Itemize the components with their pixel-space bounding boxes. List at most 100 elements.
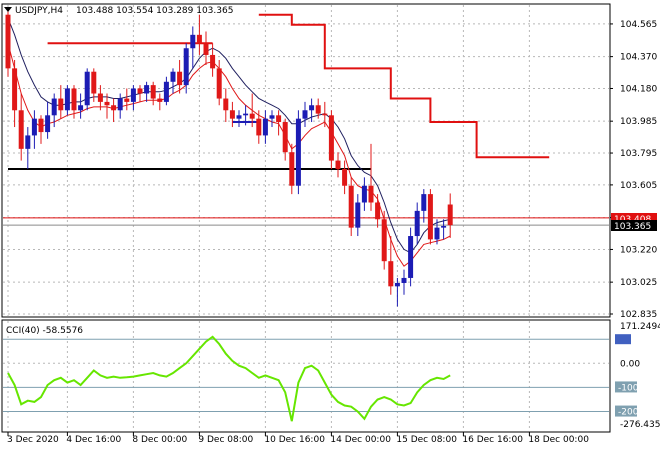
candle-body (335, 160, 341, 169)
candle (229, 101, 235, 128)
time-label: 18 Dec 00:00 (528, 435, 589, 445)
time-label: 15 Dec 08:00 (396, 435, 457, 445)
candle (38, 115, 44, 144)
time-label: 14 Dec 00:00 (330, 435, 391, 445)
candle (124, 88, 130, 111)
candle (64, 85, 70, 116)
candle-body (157, 98, 163, 102)
red-line-tag-bg (611, 213, 657, 224)
candle (401, 269, 407, 295)
candle (203, 31, 209, 66)
candle-body (150, 85, 156, 99)
cci-axis: 171.2494 0.00 -100 -200 -276.4357 (615, 322, 660, 430)
candle-body (144, 85, 150, 94)
candle (295, 110, 301, 195)
main-price-panel[interactable]: 104.565 104.370 104.180 103.985 103.795 103.6… (1, 3, 657, 320)
cci-label: -276.4357 (620, 420, 660, 430)
price-label: 104.565 (620, 20, 657, 30)
candle (355, 194, 361, 237)
candle (348, 177, 354, 237)
candle (18, 93, 24, 161)
time-label: 8 Dec 00:00 (132, 435, 187, 445)
candle-body (262, 118, 268, 136)
cci-label: -100 (618, 383, 639, 393)
candle (335, 152, 341, 178)
time-label: 16 Dec 16:00 (462, 435, 523, 445)
candle-body (31, 118, 37, 136)
price-label: 103.025 (620, 278, 657, 288)
cci-series (7, 335, 451, 422)
candle (111, 98, 117, 123)
candle-body (414, 210, 420, 237)
current-price-tag: 103.365 (614, 222, 651, 232)
candle (84, 68, 90, 111)
candle-body (421, 194, 427, 211)
candle-body (427, 194, 433, 240)
stop-line (47, 13, 550, 159)
candle (381, 210, 387, 270)
chart-ohlc: 103.488 103.554 103.289 103.365 (76, 6, 233, 16)
candle (262, 110, 268, 144)
price-axis: 104.565 104.370 104.180 103.985 103.795 103.6… (610, 20, 657, 320)
candle-body (111, 105, 117, 111)
time-label: 3 Dec 2020 (7, 435, 59, 445)
candle (243, 105, 249, 126)
candle (150, 81, 156, 106)
candle (223, 88, 229, 123)
candle (361, 177, 367, 211)
candle-body (45, 115, 51, 133)
cci-panel[interactable]: 171.2494 0.00 -100 -200 -276.4357 CCI(40) -5… (1, 319, 660, 433)
candle-body (309, 105, 315, 111)
price-label: 104.370 (620, 53, 657, 63)
candle-body (256, 118, 262, 136)
candle (315, 98, 321, 119)
time-label: 4 Dec 16:00 (66, 435, 121, 445)
candle-body (137, 88, 143, 94)
candle-body (130, 88, 136, 102)
candle (414, 202, 420, 245)
candle (104, 93, 110, 119)
candle (256, 110, 262, 144)
candle-body (447, 204, 453, 226)
candle (163, 76, 169, 106)
candle-body (394, 282, 400, 287)
candle (25, 127, 31, 169)
price-overlays (3, 13, 609, 267)
candle-body (289, 152, 295, 186)
candle (12, 59, 18, 128)
candle (5, 11, 11, 77)
candle (427, 189, 433, 245)
cci-label: 0.00 (620, 359, 640, 369)
candle-body (97, 93, 103, 102)
candle-body (91, 71, 97, 94)
candle-body (361, 185, 367, 203)
candle (375, 194, 381, 228)
candle-body (223, 98, 229, 111)
candle (434, 219, 440, 245)
candle-body (163, 81, 169, 102)
candle (368, 143, 374, 211)
price-label: 102.835 (620, 310, 657, 320)
price-label: 103.985 (620, 117, 657, 127)
ma-fast-line (7, 43, 451, 267)
candle (441, 219, 447, 240)
collapse-arrow-icon[interactable] (4, 7, 12, 12)
candle-body (348, 185, 354, 228)
time-label: 10 Dec 16:00 (264, 435, 325, 445)
candle (289, 143, 295, 195)
candle-body (295, 118, 301, 186)
candle-body (196, 34, 202, 44)
price-tags: 103.408 103.365 (611, 213, 657, 232)
candle-body (104, 101, 110, 106)
candle-body (210, 54, 216, 69)
candle-body (342, 168, 348, 186)
candle-body (229, 110, 235, 119)
candle (78, 93, 84, 119)
candle (71, 85, 77, 119)
candles[interactable] (5, 11, 453, 307)
candle-body (78, 105, 84, 111)
candle (31, 110, 37, 149)
candle-body (18, 110, 24, 149)
candle-body (302, 110, 308, 119)
